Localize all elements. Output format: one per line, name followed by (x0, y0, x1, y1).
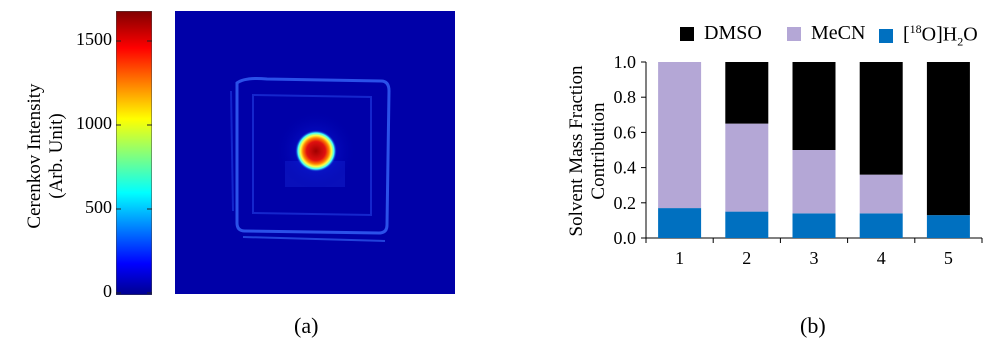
bar-segment (725, 62, 769, 124)
legend-water-sup: 18 (909, 22, 922, 36)
legend-item-mecn: MeCN (787, 22, 865, 45)
legend-label-dmso: DMSO (704, 22, 762, 44)
x-tick-label: 5 (944, 248, 953, 268)
legend-item-water: [18O]H2O (879, 22, 978, 50)
legend-swatch-dmso (680, 26, 694, 41)
bar-segment (658, 62, 702, 209)
legend-label-water: [18O]H2O (903, 22, 978, 50)
colorbar (116, 11, 152, 295)
colorbar-tick: 0 (103, 281, 112, 301)
bar-segment (792, 62, 836, 150)
legend-water-sub: 2 (957, 34, 964, 49)
y-tick-label: 0.6 (614, 122, 637, 142)
y-tick-label: 0.2 (614, 193, 637, 213)
legend-water-suffix: O (963, 23, 978, 46)
bar-segment (859, 62, 903, 175)
legend-swatch-water (879, 28, 893, 43)
bar-segment (792, 150, 836, 214)
panel-a-label: (a) (294, 313, 319, 338)
bar-segment (859, 213, 903, 238)
legend-swatch-mecn (787, 26, 801, 41)
bar-segment (859, 174, 903, 214)
bar-segment (725, 123, 769, 212)
colorbar-label-line2: (Arb. Unit) (46, 113, 67, 199)
x-tick-label: 2 (742, 248, 751, 268)
y-tick-label: 0.4 (614, 158, 637, 178)
x-tick-label: 3 (810, 248, 819, 268)
bar-segment (926, 215, 970, 238)
bar-segment (658, 208, 702, 238)
colorbar-tick: 500 (85, 197, 112, 217)
panel-b-label: (b) (800, 313, 826, 338)
colorbar-label-line1: Cerenkov Intensity (24, 83, 45, 229)
bar-chart-ylabel-line1: Solvent Mass Fraction (566, 65, 587, 237)
y-tick-label: 1.0 (614, 52, 637, 72)
cerenkov-image (175, 11, 455, 294)
colorbar-tick: 1000 (76, 113, 112, 133)
legend-water-mid: O]H (921, 23, 958, 46)
stacked-bar-chart: 0.0 0.2 0.4 0.6 0.8 1.0 1 2 3 4 5 (614, 52, 983, 268)
legend-label-mecn: MeCN (811, 22, 866, 44)
x-tick-label: 1 (675, 248, 684, 268)
y-tick-label: 0.8 (614, 87, 637, 107)
colorbar-tick: 1500 (76, 29, 112, 49)
colorbar-label: Cerenkov Intensity (Arb. Unit) (24, 56, 72, 256)
legend-water-prefix: [ (903, 23, 910, 46)
legend-item-dmso: DMSO (680, 22, 762, 45)
y-tick-label: 0.0 (614, 228, 637, 248)
bar-segment (725, 211, 769, 238)
bar-segment (792, 213, 836, 238)
x-tick-label: 4 (877, 248, 886, 268)
bar-segment (926, 62, 970, 216)
